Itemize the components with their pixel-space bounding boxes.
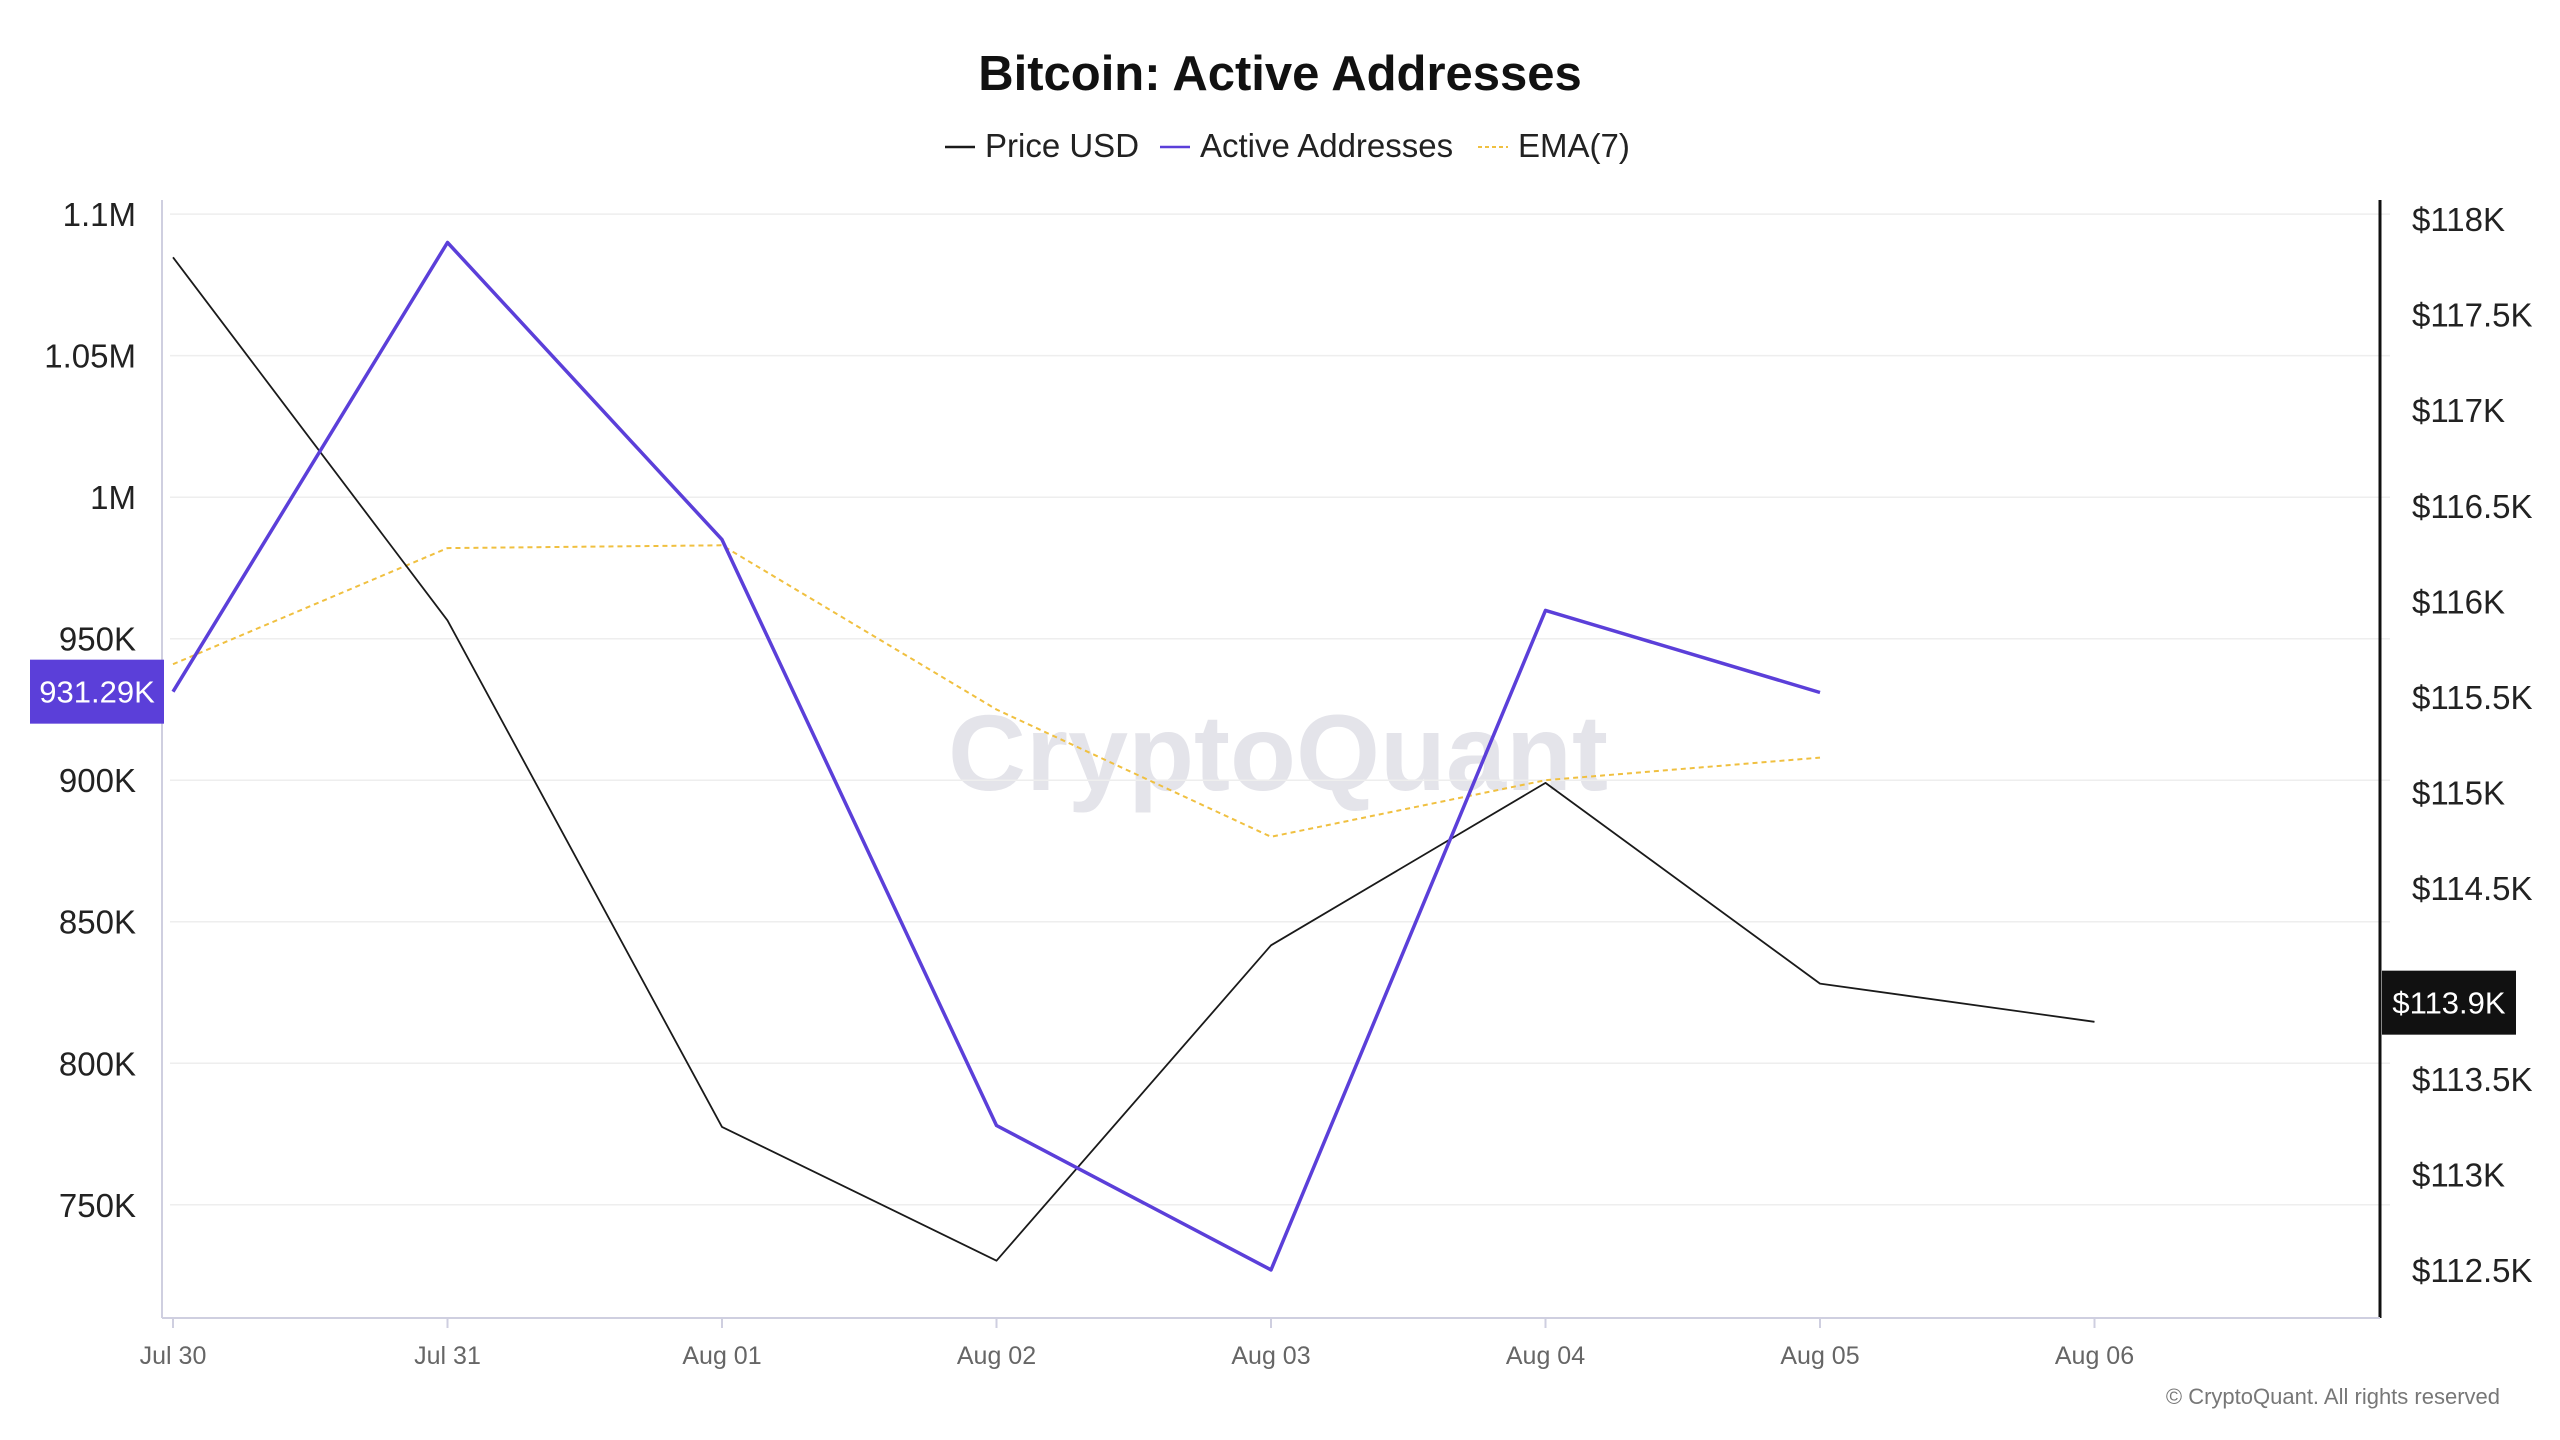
left-value-badge <box>30 659 164 724</box>
legend-label: EMA(7) <box>1518 127 1630 164</box>
series-lines <box>171 240 2095 1272</box>
left-value-badge-text: 931.29K <box>39 675 155 710</box>
copyright-text: © CryptoQuant. All rights reserved <box>2166 1384 2500 1409</box>
x-tick-label: Jul 31 <box>414 1342 481 1370</box>
legend: Price USD Active Addresses EMA(7) <box>945 127 1630 164</box>
value-badges: 931.29K $113.9K <box>30 659 2516 1035</box>
x-axis-ticks: Jul 30 Jul 31 Aug 01 Aug 02 Aug 03 Aug 04 Aug … <box>140 1318 2134 1370</box>
left-tick-label: 750K <box>59 1187 136 1224</box>
left-tick-label: 900K <box>59 762 136 799</box>
right-tick-label: $113.5K <box>2412 1061 2533 1098</box>
series-line-ema-7 <box>172 544 1821 838</box>
legend-label: Price USD <box>985 127 1139 164</box>
watermark: CryptoQuant <box>948 692 1608 813</box>
right-value-badge <box>2382 970 2516 1035</box>
left-tick-label: 1.05M <box>44 338 136 375</box>
right-tick-label: $112.5K <box>2412 1252 2533 1289</box>
right-tick-label: $115.5K <box>2412 679 2533 716</box>
right-tick-label: $117.5K <box>2412 297 2533 334</box>
right-axis-ticks: $118K $117.5K $117K $116.5K $116K $115.5K $115… <box>2412 201 2533 1289</box>
legend-label: Active Addresses <box>1200 127 1453 164</box>
x-tick-label: Aug 05 <box>1780 1342 1859 1370</box>
x-tick-label: Aug 04 <box>1506 1342 1585 1370</box>
series-line-active-addresses <box>171 240 1821 1272</box>
right-tick-label: $117K <box>2412 392 2505 429</box>
left-tick-label: 950K <box>59 621 136 658</box>
right-tick-label: $116.5K <box>2412 488 2533 525</box>
x-tick-label: Aug 02 <box>957 1342 1036 1370</box>
series-line-price-usd <box>172 256 2095 1262</box>
chart-title: Bitcoin: Active Addresses <box>978 47 1582 101</box>
x-tick-label: Aug 06 <box>2055 1342 2134 1370</box>
right-tick-label: $118K <box>2412 201 2505 238</box>
left-axis-ticks: 1.1M 1.05M 1M 950K 900K 850K 800K 750K <box>44 196 136 1224</box>
x-tick-label: Aug 03 <box>1231 1342 1310 1370</box>
x-tick-label: Aug 01 <box>682 1342 761 1370</box>
right-tick-label: $115K <box>2412 774 2505 811</box>
right-tick-label: $116K <box>2412 583 2505 620</box>
left-tick-label: 800K <box>59 1045 136 1082</box>
left-tick-label: 850K <box>59 904 136 941</box>
grid <box>170 213 2390 1206</box>
right-tick-label: $113K <box>2412 1157 2505 1194</box>
right-value-badge-text: $113.9K <box>2392 986 2506 1021</box>
left-tick-label: 1.1M <box>63 196 136 233</box>
left-tick-label: 1M <box>90 479 136 516</box>
right-tick-label: $114.5K <box>2412 870 2533 907</box>
x-tick-label: Jul 30 <box>140 1342 207 1370</box>
